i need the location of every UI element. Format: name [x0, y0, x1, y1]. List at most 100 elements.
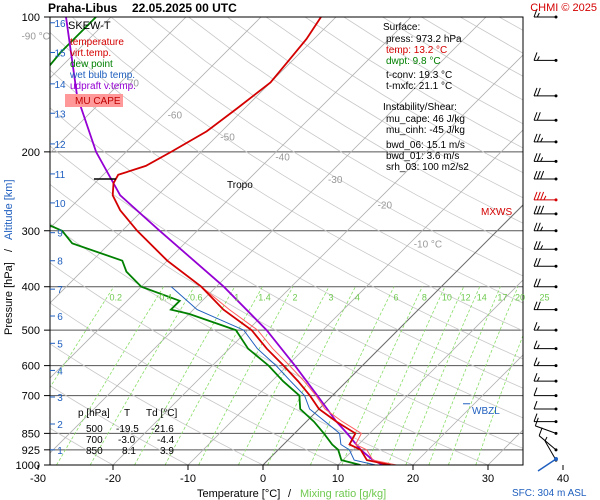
wind-barb-flag — [540, 137, 544, 143]
wind-barb-shaft — [544, 440, 557, 461]
grid-layer — [50, 17, 523, 465]
temperature-curve — [111, 17, 391, 465]
pressure-tick-label: 400 — [22, 282, 40, 294]
surface-temp: temp: 13.2 °C — [386, 45, 447, 56]
wind-barb-flag — [536, 222, 541, 231]
wind-barb — [533, 52, 558, 62]
y-axis-label-altitude: Altitude [km] — [3, 179, 15, 240]
wind-barb-flag — [540, 170, 545, 180]
table-header-td: Td [°C] — [146, 408, 177, 419]
wind-barb-flag — [533, 52, 538, 61]
isotherm-line — [50, 17, 487, 454]
wind-barb — [534, 417, 558, 435]
wind-barb — [533, 170, 558, 181]
altitude-tick-label: 5 — [57, 339, 63, 350]
isotherm-line — [412, 354, 523, 465]
instability-srh03: srh_03: 100 m2/s2 — [386, 162, 469, 173]
wind-barb-flag — [533, 357, 538, 366]
wind-barb-dot — [554, 431, 558, 435]
altitude-tick-label: 8 — [57, 257, 63, 268]
wind-barb-flag — [533, 153, 538, 162]
axes-layer: -90 °C -70 -60 -50 -40 -30 -20 -10 °C 0.2 0.4 0.6 1… — [16, 12, 570, 485]
wind-barb-flag — [540, 205, 545, 214]
wind-barb — [533, 357, 558, 368]
isotherm-label: -10 °C — [414, 239, 442, 250]
altitude-tick-label: 6 — [57, 312, 63, 323]
dry-adiabat — [50, 145, 523, 419]
instability-info: Instability/Shear: mu_cape: 46 J/kg mu_c… — [383, 102, 469, 173]
instability-mucape: mu_cape: 46 J/kg — [386, 114, 465, 125]
wind-barb — [533, 222, 558, 233]
mixing-ratio-label: 2 — [292, 293, 297, 303]
wind-barb-dot — [554, 264, 558, 268]
wind-barb — [533, 340, 558, 351]
table-cell: 850 — [86, 446, 103, 457]
mixing-ratio-line — [89, 286, 195, 465]
altitude-tick-label: 7 — [57, 285, 63, 296]
wind-barb-flag — [533, 112, 538, 121]
wind-barb-flag — [536, 12, 540, 18]
wind-barb-flag — [536, 153, 541, 162]
mixing-ratio-label: 17 — [497, 293, 507, 303]
instability-mucinh: mu_cinh: -45 J/kg — [386, 125, 465, 136]
wind-barb-dot — [554, 140, 558, 144]
dry-adiabat — [110, 17, 523, 277]
wind-barb — [533, 301, 558, 312]
wind-barb-flag — [538, 427, 543, 436]
pressure-tick-label: 100 — [22, 12, 40, 24]
altitude-tick-label: 3 — [57, 393, 63, 404]
wind-barb-flag — [533, 205, 538, 214]
wind-barb-flag — [533, 373, 538, 382]
wind-barb-flag — [544, 436, 548, 442]
wind-barb-flag — [540, 157, 544, 162]
tropopause-label: Tropo — [227, 180, 253, 191]
wind-barb-flag — [536, 361, 540, 366]
table-cell: 8.1 — [122, 446, 136, 457]
dry-adiabat — [188, 17, 523, 224]
wind-barb-dot — [554, 198, 558, 202]
wind-barb-flag — [536, 170, 541, 180]
wind-barb — [533, 8, 558, 19]
altitude-tick-label: 16 — [54, 19, 66, 30]
wind-barb — [533, 133, 558, 144]
wind-barb-flag — [536, 133, 541, 143]
wet-bulb-curve — [170, 286, 376, 465]
wind-barb — [533, 258, 558, 268]
wind-barb-flag — [533, 340, 538, 349]
wind-barb-flag — [536, 112, 541, 121]
wind-barb-dot — [554, 308, 558, 312]
dry-adiabat — [50, 69, 523, 360]
mixing-ratio-label: 0.4 — [159, 293, 172, 303]
wind-barb-flag — [533, 170, 538, 180]
altitude-tick-label: 9 — [57, 229, 63, 240]
wind-barb-flag — [533, 241, 538, 250]
mixing-ratio-line — [428, 286, 501, 465]
wind-barb — [533, 87, 558, 98]
wind-barb-dot — [554, 229, 558, 233]
pressure-tick-label: 1000 — [16, 460, 40, 472]
mixing-ratio-label: 10 — [442, 293, 452, 303]
legend-dew-point: dew point — [70, 59, 113, 70]
surface-wind-dot — [554, 457, 558, 461]
surface-info: Surface: press: 973.2 hPa temp: 13.2 °C … — [383, 22, 462, 92]
mixing-ratio-line — [310, 286, 395, 465]
wind-barb-flag — [533, 8, 538, 18]
pressure-tick-label: 700 — [22, 391, 40, 403]
mixing-ratio-label: 3 — [328, 293, 333, 303]
wind-barb — [533, 400, 558, 411]
dry-adiabat — [149, 17, 523, 250]
wind-barb-flag — [536, 376, 540, 382]
table-header-t: T — [124, 408, 130, 419]
mixing-ratio-line — [366, 286, 446, 465]
isotherm-label: -40 — [275, 153, 290, 164]
pressure-tick-label: 925 — [22, 445, 40, 457]
wbzl-label: WBZL — [472, 406, 500, 417]
mixing-ratio-line — [405, 286, 481, 465]
copyright: CHMI © 2025 — [530, 2, 597, 14]
wind-barbs — [533, 8, 558, 472]
legend-title: SKEW-T — [68, 20, 111, 32]
wind-barb-flag — [536, 191, 541, 201]
instability-bwd01: bwd_01: 3.6 m/s — [386, 151, 459, 162]
mixing-ratio-line — [267, 286, 356, 465]
